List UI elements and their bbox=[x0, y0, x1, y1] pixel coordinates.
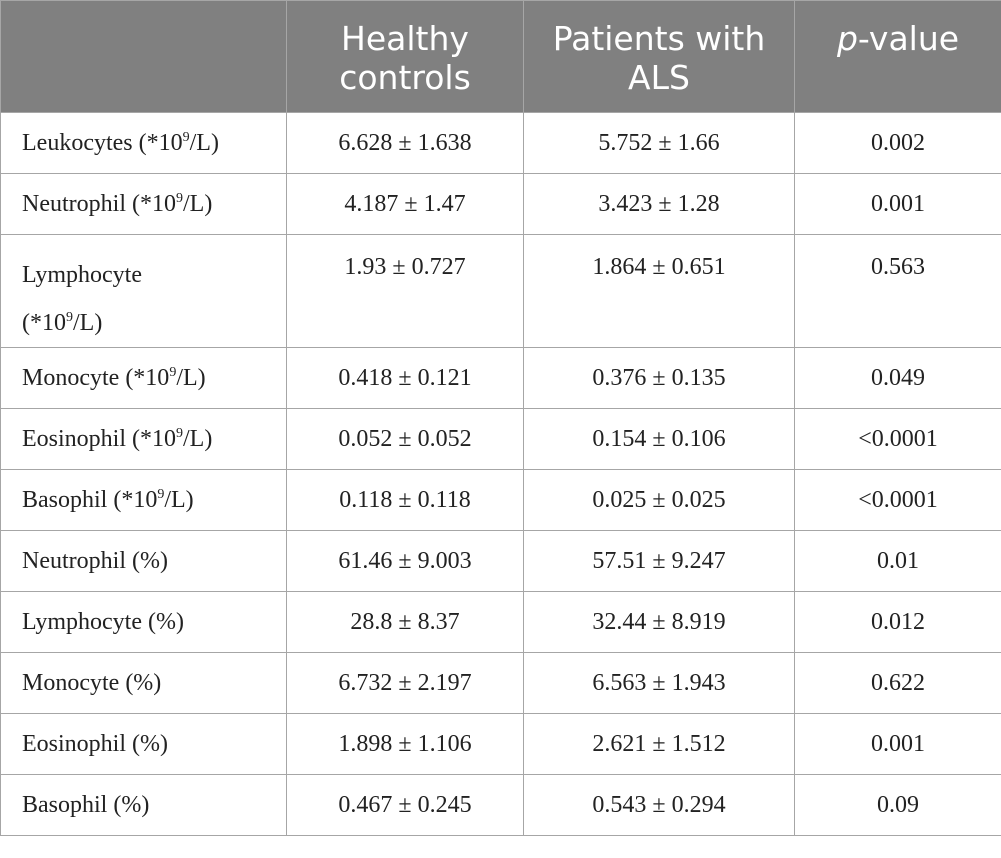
unit-superscript: 9 bbox=[169, 364, 177, 380]
als-value: 6.563 ± 1.943 bbox=[523, 652, 795, 714]
p-value: 0.01 bbox=[794, 530, 1001, 592]
healthy-value: 28.8 ± 8.37 bbox=[286, 591, 524, 653]
header-als-line2: ALS bbox=[628, 58, 690, 97]
p-value: <0.0001 bbox=[794, 408, 1001, 470]
label-unit: /L) bbox=[182, 190, 213, 217]
row-label-neutrophil-pct: Neutrophil (%) bbox=[0, 530, 287, 592]
table-body: Leukocytes (*109/L) 6.628 ± 1.638 5.752 … bbox=[0, 112, 1001, 836]
table-row: Monocyte (*109/L) 0.418 ± 0.121 0.376 ± … bbox=[0, 347, 1001, 409]
p-value: 0.622 bbox=[794, 652, 1001, 714]
healthy-value: 4.187 ± 1.47 bbox=[286, 173, 524, 235]
row-label-eosinophil-pct: Eosinophil (%) bbox=[0, 713, 287, 775]
table-row: Basophil (*109/L) 0.118 ± 0.118 0.025 ± … bbox=[0, 469, 1001, 531]
label-text: Lymphocyte bbox=[22, 262, 142, 288]
label-unit: /L) bbox=[189, 129, 219, 156]
als-value: 32.44 ± 8.919 bbox=[523, 591, 795, 653]
header-healthy-line1: Healthy bbox=[341, 19, 469, 58]
label-text: Leukocytes (*10 bbox=[22, 129, 183, 156]
row-label-lymphocyte-pct: Lymphocyte (%) bbox=[0, 591, 287, 653]
row-label-monocyte-pct: Monocyte (%) bbox=[0, 652, 287, 714]
p-value: 0.002 bbox=[794, 112, 1001, 174]
als-value: 1.864 ± 0.651 bbox=[523, 234, 795, 348]
label-unit: /L) bbox=[183, 425, 213, 452]
row-label-leukocytes: Leukocytes (*109/L) bbox=[0, 112, 287, 174]
table-header: Healthy controls Patients with ALS p-value bbox=[0, 0, 1001, 113]
healthy-value: 1.93 ± 0.727 bbox=[286, 234, 524, 348]
row-label-basophil-count: Basophil (*109/L) bbox=[0, 469, 287, 531]
table-row: Neutrophil (%) 61.46 ± 9.003 57.51 ± 9.2… bbox=[0, 530, 1001, 592]
p-value: 0.001 bbox=[794, 713, 1001, 775]
unit-superscript: 9 bbox=[175, 190, 183, 206]
p-value: 0.563 bbox=[794, 234, 1001, 348]
healthy-value: 61.46 ± 9.003 bbox=[286, 530, 524, 592]
row-label-monocyte-count: Monocyte (*109/L) bbox=[0, 347, 287, 409]
als-value: 0.154 ± 0.106 bbox=[523, 408, 795, 470]
label-text: Eosinophil (*10 bbox=[22, 425, 176, 452]
als-value: 0.543 ± 0.294 bbox=[523, 774, 795, 836]
p-value: 0.012 bbox=[794, 591, 1001, 653]
header-corner-cell bbox=[0, 0, 287, 113]
als-value: 0.376 ± 0.135 bbox=[523, 347, 795, 409]
header-patients-als: Patients with ALS bbox=[523, 0, 795, 113]
label-text: (*10 bbox=[22, 310, 66, 336]
p-value: 0.09 bbox=[794, 774, 1001, 836]
healthy-value: 0.467 ± 0.245 bbox=[286, 774, 524, 836]
healthy-value: 6.732 ± 2.197 bbox=[286, 652, 524, 714]
table-row: Neutrophil (*109/L) 4.187 ± 1.47 3.423 ±… bbox=[0, 173, 1001, 235]
healthy-value: 0.052 ± 0.052 bbox=[286, 408, 524, 470]
header-healthy-line2: controls bbox=[339, 58, 471, 97]
row-label-neutrophil-count: Neutrophil (*109/L) bbox=[0, 173, 287, 235]
label-unit: /L) bbox=[73, 310, 103, 336]
table-row: Lymphocyte (*109/L) 1.93 ± 0.727 1.864 ± … bbox=[0, 234, 1001, 348]
table-row: Eosinophil (*109/L) 0.052 ± 0.052 0.154 … bbox=[0, 408, 1001, 470]
p-value: 0.001 bbox=[794, 173, 1001, 235]
als-value: 5.752 ± 1.66 bbox=[523, 112, 795, 174]
unit-superscript: 9 bbox=[66, 310, 73, 325]
healthy-value: 0.118 ± 0.118 bbox=[286, 469, 524, 531]
table-row: Monocyte (%) 6.732 ± 2.197 6.563 ± 1.943… bbox=[0, 652, 1001, 714]
header-p-value: p-value bbox=[794, 0, 1001, 113]
p-value: <0.0001 bbox=[794, 469, 1001, 531]
table-row: Leukocytes (*109/L) 6.628 ± 1.638 5.752 … bbox=[0, 112, 1001, 174]
unit-superscript: 9 bbox=[176, 425, 183, 441]
header-als-line1: Patients with bbox=[552, 19, 766, 58]
row-label-lymphocyte-count: Lymphocyte (*109/L) bbox=[0, 234, 287, 348]
label-unit: /L) bbox=[176, 364, 206, 391]
als-value: 0.025 ± 0.025 bbox=[523, 469, 795, 531]
header-row: Healthy controls Patients with ALS p-value bbox=[0, 0, 1001, 113]
label-text: Neutrophil (*10 bbox=[22, 190, 176, 217]
blood-count-table: Healthy controls Patients with ALS p-value… bbox=[0, 0, 1001, 836]
label-unit: /L) bbox=[164, 486, 194, 513]
healthy-value: 6.628 ± 1.638 bbox=[286, 112, 524, 174]
header-p-italic: p bbox=[836, 19, 858, 58]
als-value: 2.621 ± 1.512 bbox=[523, 713, 795, 775]
row-label-basophil-pct: Basophil (%) bbox=[0, 774, 287, 836]
table-row: Lymphocyte (%) 28.8 ± 8.37 32.44 ± 8.919… bbox=[0, 591, 1001, 653]
healthy-value: 0.418 ± 0.121 bbox=[286, 347, 524, 409]
table-row: Eosinophil (%) 1.898 ± 1.106 2.621 ± 1.5… bbox=[0, 713, 1001, 775]
p-value: 0.049 bbox=[794, 347, 1001, 409]
unit-superscript: 9 bbox=[157, 486, 165, 502]
unit-superscript: 9 bbox=[182, 129, 190, 145]
label-text: Monocyte (*10 bbox=[22, 364, 170, 391]
healthy-value: 1.898 ± 1.106 bbox=[286, 713, 524, 775]
header-healthy-controls: Healthy controls bbox=[286, 0, 524, 113]
als-value: 3.423 ± 1.28 bbox=[523, 173, 795, 235]
label-text: Basophil (*10 bbox=[22, 486, 158, 513]
als-value: 57.51 ± 9.247 bbox=[523, 530, 795, 592]
header-p-rest: -value bbox=[857, 19, 960, 58]
table-row: Basophil (%) 0.467 ± 0.245 0.543 ± 0.294… bbox=[0, 774, 1001, 836]
row-label-eosinophil-count: Eosinophil (*109/L) bbox=[0, 408, 287, 470]
